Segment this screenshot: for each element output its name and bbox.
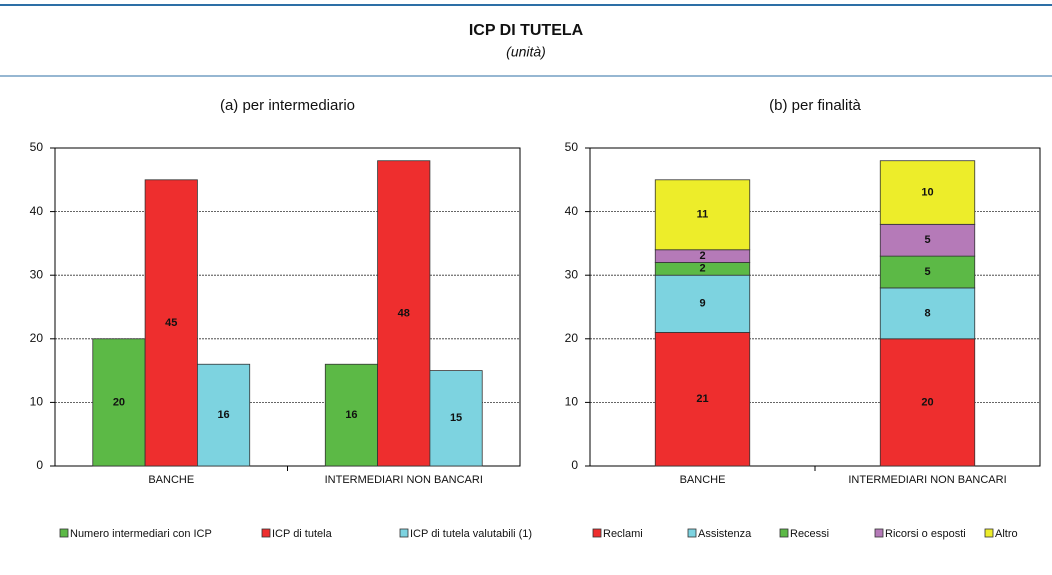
legend-swatch <box>984 528 994 538</box>
x-tick-label: BANCHE <box>148 474 194 486</box>
legend-swatch <box>59 528 69 538</box>
y-tick-label: 20 <box>30 331 44 345</box>
bar-segment <box>879 223 976 257</box>
legend-swatch <box>687 528 697 538</box>
legend-label: ICP di tutela valutabili (1) <box>410 528 532 540</box>
x-tick-label: INTERMEDIARI NON BANCARI <box>848 474 1006 486</box>
chart-title: (a) per intermediario <box>220 97 355 114</box>
y-tick-label: 40 <box>30 204 44 218</box>
data-label: 2 <box>699 263 705 275</box>
bar-segment <box>879 287 976 340</box>
y-tick-label: 10 <box>30 395 44 409</box>
bar <box>429 370 483 467</box>
x-tick-label: INTERMEDIARI NON BANCARI <box>325 474 483 486</box>
legend-label: Numero intermediari con ICP <box>70 528 212 540</box>
bar <box>92 338 146 467</box>
y-tick-label: 40 <box>565 204 579 218</box>
bar-segment <box>654 332 751 467</box>
legend-label: Ricorsi o esposti <box>885 528 966 540</box>
y-tick-label: 50 <box>565 140 579 154</box>
data-label: 5 <box>924 234 930 246</box>
y-tick-label: 0 <box>571 458 578 472</box>
bar-segment <box>879 338 976 467</box>
legend-label: ICP di tutela <box>272 528 333 540</box>
data-label: 20 <box>113 396 125 408</box>
data-label: 16 <box>345 409 357 421</box>
bar <box>197 363 251 467</box>
bar-segment <box>654 274 751 333</box>
data-label: 8 <box>924 307 930 319</box>
bar <box>144 179 198 467</box>
data-label: 16 <box>217 409 229 421</box>
legend-swatch <box>874 528 884 538</box>
bar <box>324 363 378 467</box>
data-label: 5 <box>924 266 930 278</box>
chart-title: (b) per finalità <box>769 97 861 114</box>
figure-subtitle: (unità) <box>506 44 546 60</box>
y-tick-label: 10 <box>565 395 579 409</box>
data-label: 48 <box>398 307 410 319</box>
legend-label: Recessi <box>790 528 829 540</box>
legend-swatch <box>399 528 409 538</box>
data-label: 45 <box>165 317 177 329</box>
y-tick-label: 50 <box>30 140 44 154</box>
bar <box>377 160 431 467</box>
y-tick-label: 0 <box>36 458 43 472</box>
legend-swatch <box>779 528 789 538</box>
bar-segment <box>879 160 976 225</box>
data-label: 9 <box>699 298 705 310</box>
bar-segment <box>654 179 751 251</box>
data-label: 21 <box>696 393 708 405</box>
data-label: 10 <box>921 186 933 198</box>
y-tick-label: 30 <box>30 267 44 281</box>
data-label: 20 <box>921 396 933 408</box>
data-label: 2 <box>699 250 705 262</box>
data-label: 11 <box>697 209 709 221</box>
legend-label: Reclami <box>603 528 643 540</box>
y-tick-label: 20 <box>565 331 579 345</box>
y-tick-label: 30 <box>565 267 579 281</box>
bar-segment <box>879 255 976 289</box>
legend-label: Assistenza <box>698 528 752 540</box>
legend-swatch <box>261 528 271 538</box>
legend-swatch <box>592 528 602 538</box>
data-label: 15 <box>450 412 462 424</box>
figure-title: ICP DI TUTELA <box>469 22 584 39</box>
x-tick-label: BANCHE <box>680 474 726 486</box>
legend-label: Altro <box>995 528 1018 540</box>
